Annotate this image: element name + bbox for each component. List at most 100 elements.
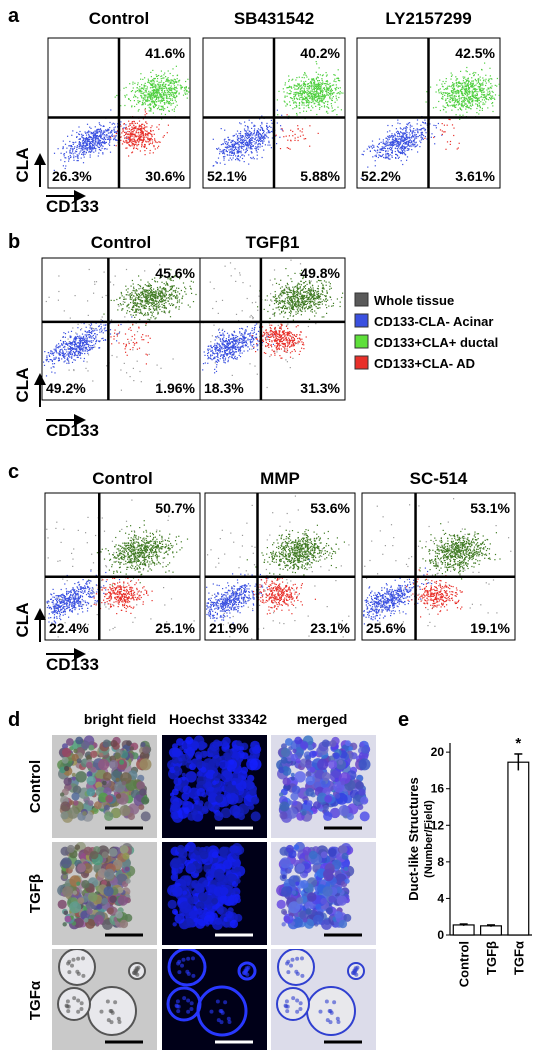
cell-dot — [252, 145, 254, 147]
cell-dot — [325, 101, 327, 103]
cell-dot — [81, 146, 83, 148]
cell-dot — [79, 354, 81, 356]
cell-dot — [326, 83, 329, 85]
cell-dot — [298, 86, 300, 88]
cell-dot — [465, 108, 467, 110]
cell-dot — [297, 83, 299, 85]
cell-dot — [212, 138, 214, 140]
cell-dot — [281, 129, 283, 131]
cell-dot — [154, 277, 156, 279]
cell-dot — [139, 370, 141, 373]
cell-dot — [151, 100, 153, 102]
cell-dot — [90, 337, 92, 339]
cell-dot — [315, 93, 317, 95]
cell-dot — [64, 357, 66, 359]
cell-dot — [91, 330, 93, 333]
cell-dot — [308, 88, 310, 90]
cell-dot — [254, 125, 256, 127]
cell-dot — [455, 91, 457, 93]
cell-dot — [458, 92, 460, 94]
cell-dot — [311, 87, 313, 89]
cell-dot — [486, 93, 488, 95]
cell-dot — [230, 150, 233, 152]
cell-dot — [231, 152, 233, 154]
cell-dot — [466, 71, 468, 73]
cell-dot — [82, 154, 85, 156]
cell-dot — [145, 300, 147, 303]
cell-dot — [263, 130, 265, 132]
cell-dot — [457, 90, 460, 92]
cell-dot — [422, 138, 424, 140]
cell-dot — [134, 141, 136, 143]
cell-dot — [305, 102, 308, 104]
cell-dot — [391, 144, 393, 146]
cell-dot — [246, 148, 248, 150]
cell-dot — [166, 78, 168, 80]
cell-dot — [479, 106, 481, 108]
cell-dot — [441, 134, 443, 136]
cell-dot — [78, 146, 80, 148]
cell-dot — [164, 72, 166, 74]
cell-dot — [334, 101, 336, 103]
cell-dot — [149, 149, 151, 152]
cell-dot — [482, 88, 484, 90]
cell-dot — [237, 158, 239, 160]
cell-dot — [299, 135, 302, 137]
cell-dot — [159, 299, 161, 301]
cell-dot — [478, 87, 480, 89]
cell-dot — [157, 311, 159, 313]
cell-dot — [451, 74, 453, 76]
cell-dot — [161, 106, 163, 108]
cell-dot — [155, 104, 157, 106]
cell-dot — [391, 133, 393, 135]
cell-dot — [76, 136, 78, 138]
cell-dot — [264, 136, 266, 138]
cell-dot — [168, 110, 170, 112]
cell-dot — [52, 363, 54, 365]
cell-dot — [237, 149, 239, 151]
cell-dot — [320, 95, 322, 97]
cell-dot — [426, 91, 428, 93]
cell-dot — [305, 92, 307, 94]
cell-dot — [176, 298, 178, 300]
cell-dot — [293, 96, 295, 98]
cell-dot — [486, 98, 488, 100]
cell-dot — [138, 134, 140, 136]
cell-dot — [251, 122, 253, 124]
cell-dot — [125, 124, 127, 126]
cell-dot — [135, 136, 137, 138]
cell-dot — [253, 124, 255, 126]
cell-dot — [160, 97, 162, 99]
cell-dot — [321, 105, 323, 108]
cell-dot — [128, 140, 130, 143]
cell-dot — [62, 148, 64, 150]
cell-dot — [458, 98, 460, 100]
cell-dot — [170, 95, 172, 97]
cell-dot — [317, 101, 319, 103]
cell-dot — [170, 92, 172, 94]
cell-dot — [168, 84, 170, 86]
cell-dot — [169, 316, 172, 318]
cell-dot — [156, 98, 158, 100]
cell-dot — [441, 97, 443, 99]
cell-dot — [85, 151, 87, 153]
cell-dot — [455, 106, 457, 108]
cell-dot — [251, 151, 253, 154]
cell-dot — [151, 79, 153, 81]
cell-dot — [125, 343, 127, 345]
cell-dot — [461, 100, 463, 102]
cell-dot — [144, 114, 146, 116]
cell-dot — [70, 330, 73, 332]
cell-dot — [241, 137, 243, 139]
cell-dot — [145, 121, 147, 123]
cell-dot — [318, 88, 320, 90]
cell-dot — [144, 154, 146, 156]
cell-dot — [266, 299, 268, 301]
cell-dot — [161, 86, 163, 88]
cell-dot — [121, 143, 124, 145]
cell-dot — [108, 137, 110, 139]
cell-dot — [462, 76, 464, 78]
cell-dot — [124, 348, 126, 350]
cell-dot — [77, 347, 79, 349]
cell-dot — [69, 152, 71, 154]
